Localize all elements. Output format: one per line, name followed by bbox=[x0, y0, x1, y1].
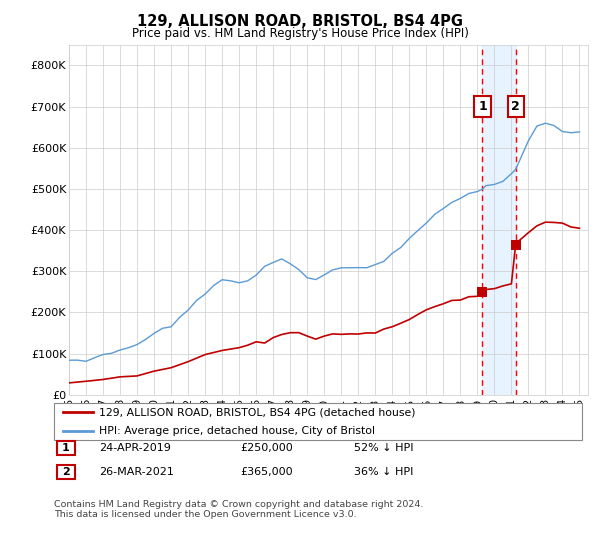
Text: £250,000: £250,000 bbox=[240, 443, 293, 453]
Text: Price paid vs. HM Land Registry's House Price Index (HPI): Price paid vs. HM Land Registry's House … bbox=[131, 27, 469, 40]
Text: Contains HM Land Registry data © Crown copyright and database right 2024.
This d: Contains HM Land Registry data © Crown c… bbox=[54, 500, 424, 519]
Text: 2: 2 bbox=[62, 466, 70, 477]
Text: 2: 2 bbox=[511, 100, 520, 113]
Text: 1: 1 bbox=[478, 100, 487, 113]
Text: 1: 1 bbox=[62, 443, 70, 453]
Text: 52% ↓ HPI: 52% ↓ HPI bbox=[354, 443, 413, 453]
Text: 24-APR-2019: 24-APR-2019 bbox=[99, 443, 171, 453]
Text: 36% ↓ HPI: 36% ↓ HPI bbox=[354, 466, 413, 477]
Text: 129, ALLISON ROAD, BRISTOL, BS4 4PG (detached house): 129, ALLISON ROAD, BRISTOL, BS4 4PG (det… bbox=[99, 407, 415, 417]
Bar bbox=[482, 45, 515, 395]
Text: 26-MAR-2021: 26-MAR-2021 bbox=[99, 466, 174, 477]
Text: HPI: Average price, detached house, City of Bristol: HPI: Average price, detached house, City… bbox=[99, 426, 375, 436]
Text: £365,000: £365,000 bbox=[240, 466, 293, 477]
Text: 129, ALLISON ROAD, BRISTOL, BS4 4PG: 129, ALLISON ROAD, BRISTOL, BS4 4PG bbox=[137, 14, 463, 29]
